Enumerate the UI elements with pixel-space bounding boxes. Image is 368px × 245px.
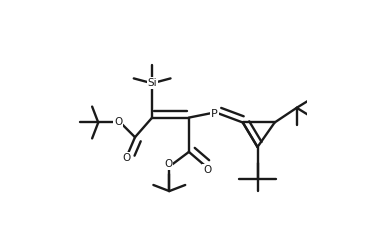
Text: Si: Si xyxy=(147,78,157,88)
Text: O: O xyxy=(203,165,211,174)
Text: O: O xyxy=(114,117,123,127)
Text: O: O xyxy=(164,159,173,169)
Text: O: O xyxy=(122,153,131,163)
Text: P: P xyxy=(211,109,218,119)
